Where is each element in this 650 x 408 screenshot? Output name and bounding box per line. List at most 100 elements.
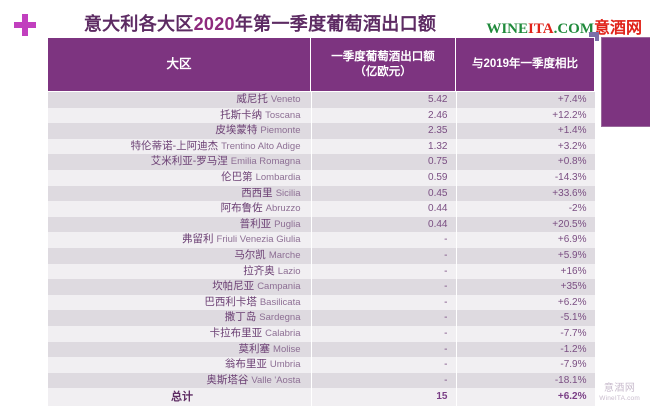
table-row: 威尼托 Veneto 5.42 +7.4% (47, 91, 595, 108)
cell-export-value: - (310, 341, 456, 358)
region-name-it: Lazio (277, 265, 301, 277)
brand-logo-wine: WINE (486, 21, 528, 37)
region-name-it: Umbria (269, 359, 301, 371)
cell-change: -14.3% (455, 169, 595, 186)
cell-region: 特伦蒂诺-上阿迪杰 Trentino Alto Adige (47, 138, 311, 155)
cell-change: -1.2% (455, 341, 595, 358)
cell-export-value: 0.44 (310, 216, 456, 233)
cell-change: +16% (455, 263, 595, 280)
cell-region: 撒丁岛 Sardegna (47, 310, 311, 326)
table-header-row: 大区 一季度葡萄酒出口额 （亿欧元） 与2019年一季度相比 (47, 37, 595, 92)
cell-region: 西西里 Sicilia (47, 185, 311, 202)
brand-logo-cn: 意酒网 (593, 20, 642, 37)
region-name-it: Toscana (265, 109, 301, 121)
cell-change: +6.9% (455, 232, 595, 248)
page-title-suffix: 年第一季度葡萄酒出口额 (234, 14, 437, 34)
table-row: 托斯卡纳 Toscana 2.46 +12.2% (47, 107, 595, 124)
cell-region: 卡拉布里亚 Calabria (47, 325, 311, 342)
column-header-change: 与2019年一季度相比 (455, 37, 595, 92)
cell-export-value: - (310, 247, 456, 264)
table-row: 西西里 Sicilia 0.45 +33.6% (47, 185, 595, 202)
cell-change: +33.6% (455, 185, 595, 202)
brand-logo-com: .COM (553, 21, 594, 37)
export-table: 大区 一季度葡萄酒出口额 （亿欧元） 与2019年一季度相比 威尼托 Veneto… (47, 37, 595, 407)
region-name-it: Piemonte (260, 125, 301, 137)
watermark: 意酒网 WineITA.com (599, 383, 640, 402)
table-row: 卡拉布里亚 Calabria - -7.7% (47, 325, 595, 342)
cell-change: +6.2% (455, 294, 595, 311)
cell-change: -7.9% (455, 357, 595, 373)
region-name-it: Abruzzo (265, 203, 301, 215)
brand-logo-ita: ITA (528, 21, 554, 37)
page-title-year: 2020 (193, 14, 235, 34)
region-name-it: Campania (257, 281, 301, 293)
cell-export-value: - (310, 325, 456, 342)
accent-chip (589, 32, 599, 41)
region-name-it: Trentino Alto Adige (221, 140, 301, 152)
cell-region: 威尼托 Veneto (47, 91, 311, 108)
cell-total-value: 15 (310, 388, 456, 407)
cell-region: 托斯卡纳 Toscana (47, 107, 311, 124)
cell-region: 伦巴第 Lombardia (47, 169, 311, 186)
table-row: 拉齐奥 Lazio - +16% (47, 263, 595, 280)
cell-total-change: +6.2% (455, 388, 595, 407)
cell-region: 阿布鲁佐 Abruzzo (47, 201, 311, 217)
watermark-cn: 意酒网 (603, 383, 636, 395)
cell-change: -5.1% (455, 310, 595, 326)
region-name-it: Basilicata (259, 296, 301, 308)
region-name-it: Sicilia (275, 187, 301, 199)
cell-change: -2% (455, 201, 595, 217)
cell-change: +1.4% (455, 123, 595, 139)
table-row: 特伦蒂诺-上阿迪杰 Trentino Alto Adige 1.32 +3.2% (47, 138, 595, 155)
cell-export-value: 2.46 (310, 107, 456, 124)
cell-region: 普利亚 Puglia (47, 216, 311, 233)
region-name-cn: 艾米利亚-罗马涅 (150, 155, 228, 168)
cell-export-value: - (310, 357, 456, 373)
table-row: 马尔凯 Marche - +5.9% (47, 247, 595, 264)
table-row: 伦巴第 Lombardia 0.59 -14.3% (47, 169, 595, 186)
region-name-it: Veneto (270, 94, 301, 105)
region-name-cn: 威尼托 (236, 93, 268, 105)
cell-region: 莫利塞 Molise (47, 341, 311, 358)
region-name-cn: 巴西利卡塔 (204, 295, 257, 308)
region-name-cn: 莫利塞 (238, 342, 271, 355)
cell-change: -7.7% (455, 325, 595, 342)
region-name-cn: 西西里 (241, 186, 273, 199)
cell-export-value: 0.45 (310, 185, 456, 202)
cell-export-value: 0.75 (310, 154, 456, 170)
cell-region: 坎帕尼亚 Campania (47, 279, 311, 295)
table-body: 威尼托 Veneto 5.42 +7.4% 托斯卡纳 Toscana 2.46 +12.2% 皮… (47, 91, 595, 407)
cell-export-value: 5.42 (310, 91, 456, 108)
cell-change: +3.2% (455, 138, 595, 155)
plus-icon (14, 14, 36, 36)
region-name-cn: 特伦蒂诺-上阿迪杰 (130, 139, 219, 152)
region-name-it: Emilia Romagna (230, 156, 301, 168)
table-row: 皮埃蒙特 Piemonte 2.35 +1.4% (47, 123, 595, 139)
cell-export-value: - (310, 372, 456, 389)
cell-export-value: 2.35 (310, 123, 456, 139)
table-row: 莫利塞 Molise - -1.2% (47, 341, 595, 358)
watermark-en: WineITA.com (599, 394, 640, 402)
table-row: 普利亚 Puglia 0.44 +20.5% (47, 216, 595, 233)
cell-region: 翁布里亚 Umbria (47, 357, 311, 373)
column-header-value-line1: 一季度葡萄酒出口额 (331, 51, 435, 64)
region-name-it: Molise (273, 343, 301, 355)
plus-icon-vertical-bar (22, 14, 28, 36)
cell-region: 奥斯塔谷 Valle 'Aosta (47, 372, 311, 389)
cell-region: 马尔凯 Marche (47, 247, 311, 264)
table-row: 弗留利 Friuli Venezia Giulia - +6.9% (47, 232, 595, 248)
export-table-container: 大区 一季度葡萄酒出口额 （亿欧元） 与2019年一季度相比 威尼托 Veneto… (47, 37, 595, 407)
cell-change: -18.1% (455, 372, 595, 389)
region-name-cn: 托斯卡纳 (220, 108, 263, 121)
region-name-cn: 卡拉布里亚 (209, 326, 263, 339)
region-name-cn: 阿布鲁佐 (220, 202, 263, 215)
cell-change: +7.4% (455, 91, 595, 108)
cell-change: +12.2% (455, 107, 595, 124)
accent-block (601, 37, 650, 127)
region-name-cn: 马尔凯 (234, 248, 266, 261)
region-name-it: Lombardia (255, 171, 301, 183)
cell-region: 巴西利卡塔 Basilicata (47, 294, 311, 311)
table-total-row: 总计 15 +6.2% (47, 388, 595, 407)
region-name-cn: 拉齐奥 (243, 264, 275, 277)
region-name-cn: 撒丁岛 (224, 311, 257, 324)
